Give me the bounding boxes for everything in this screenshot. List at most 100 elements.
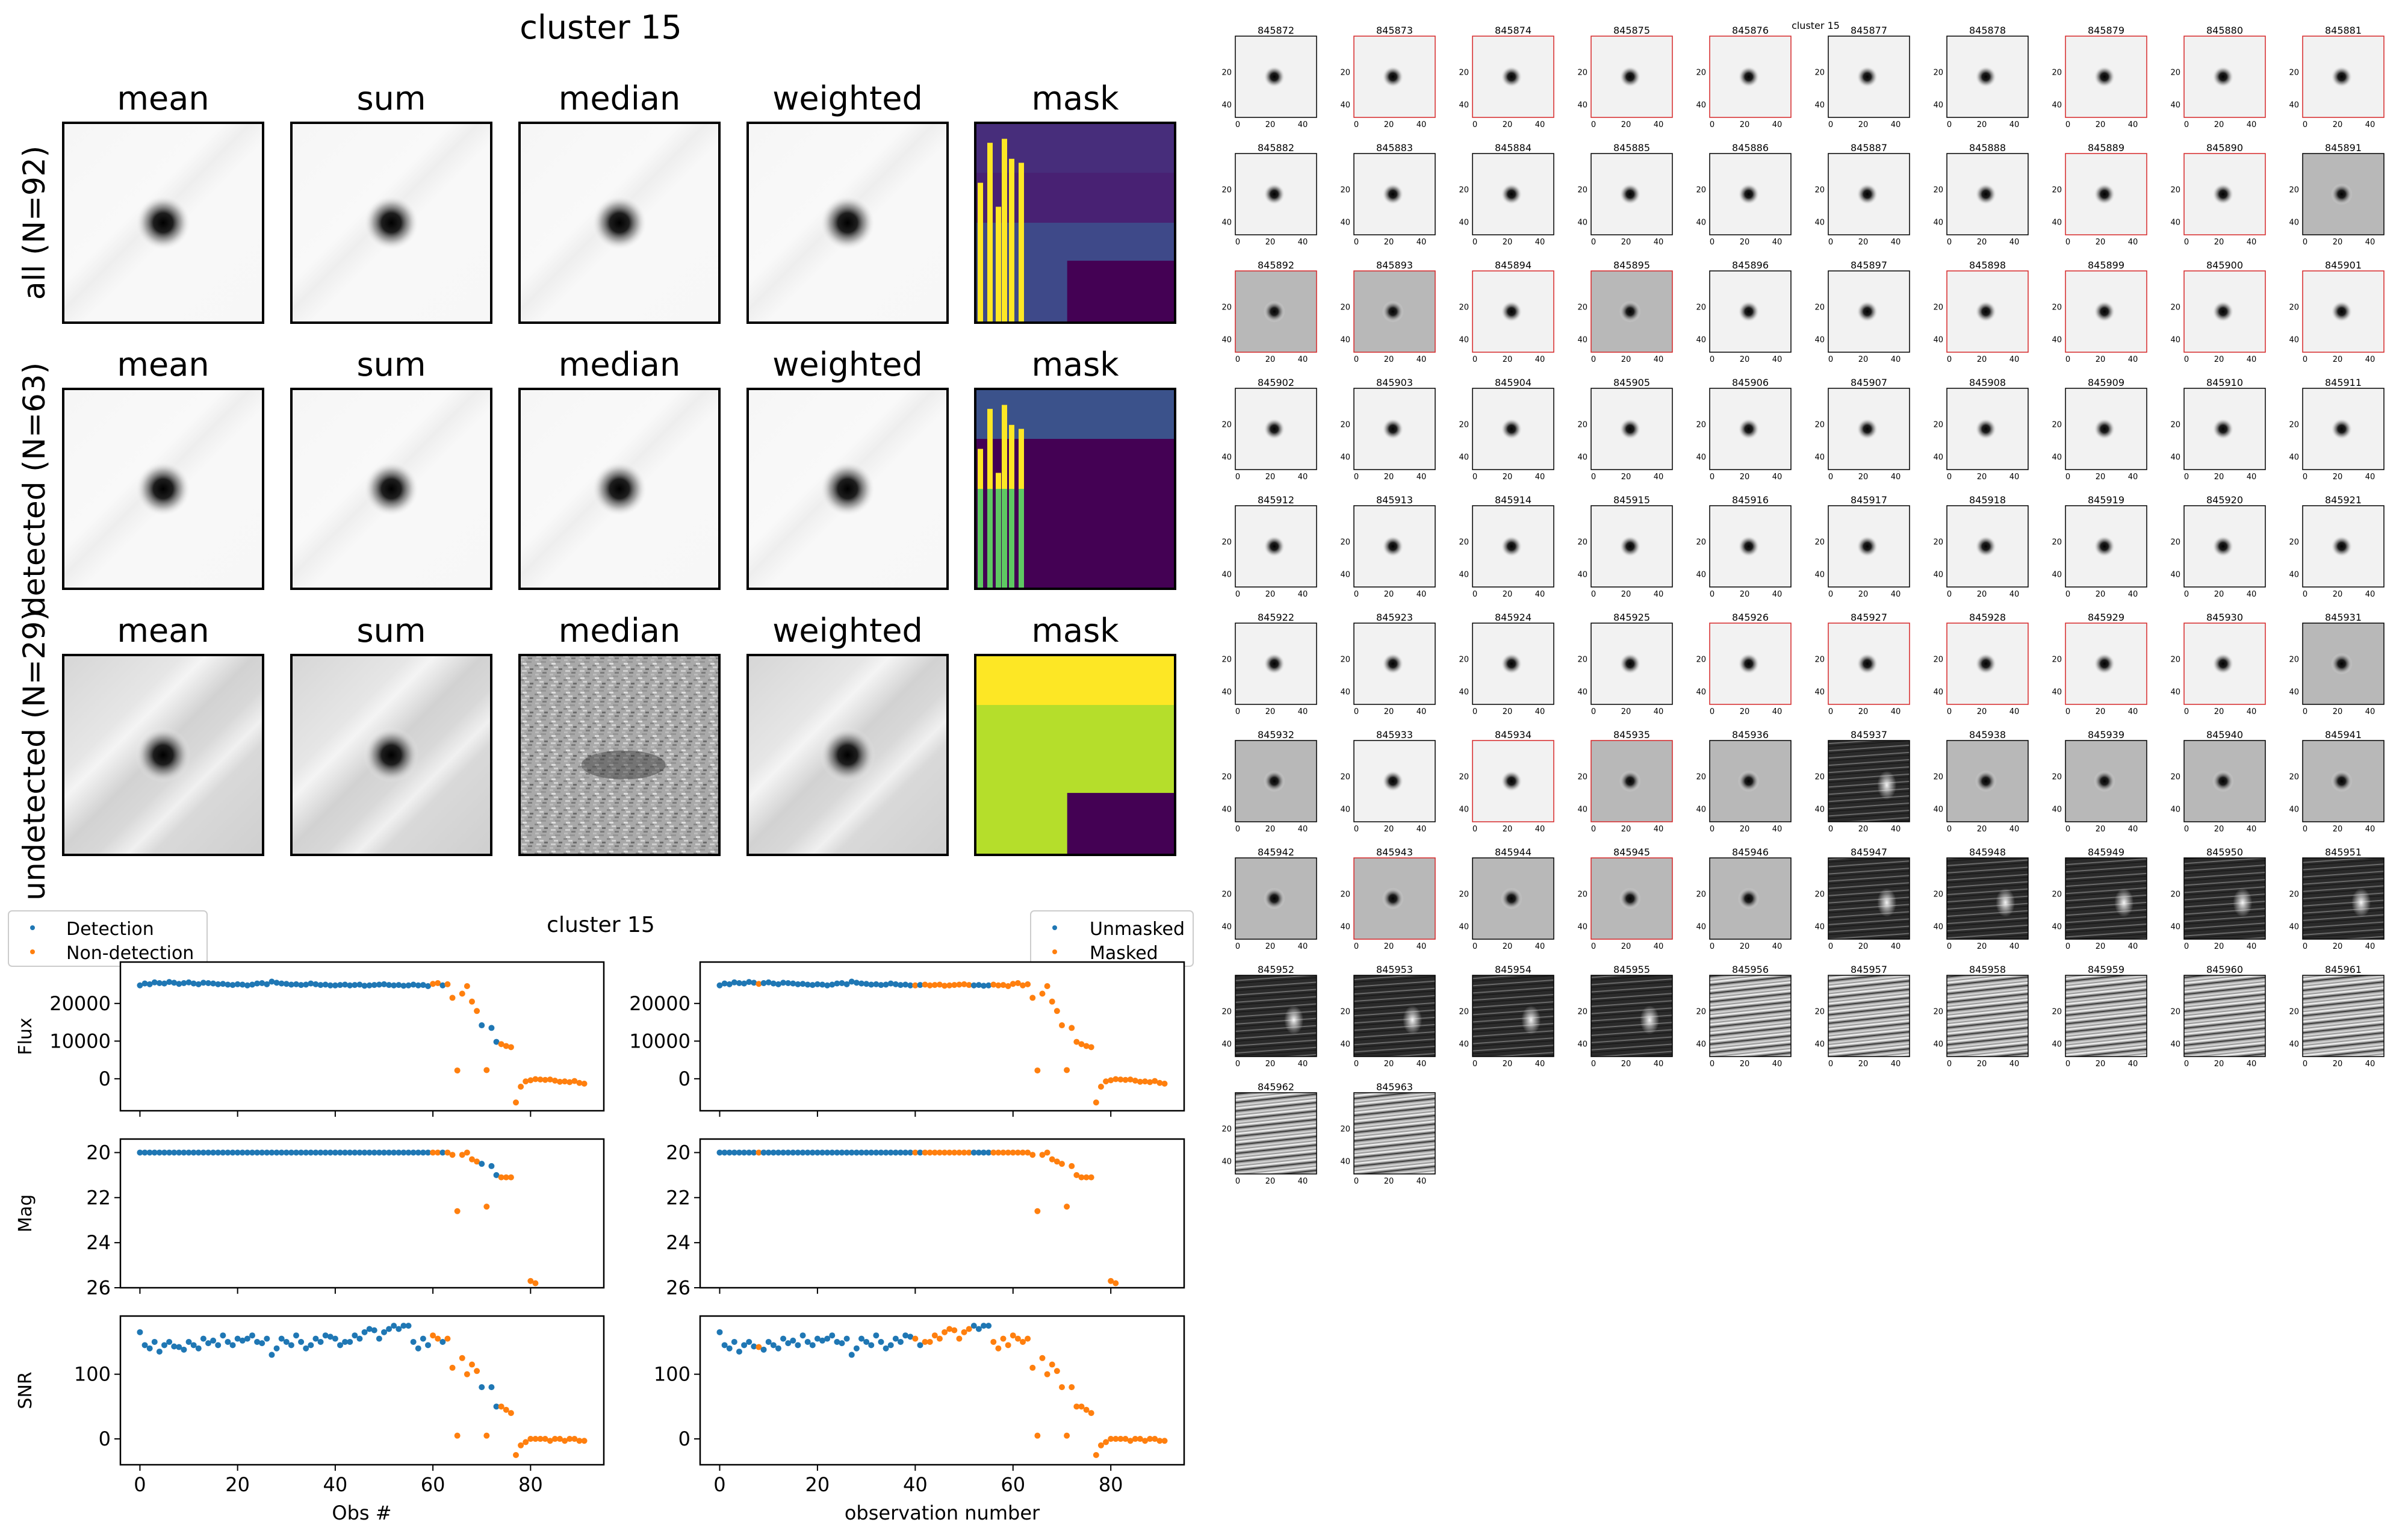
thumbnail-blob bbox=[1877, 771, 1896, 799]
thumbnail-845953: 84595320400 20 40 bbox=[1340, 964, 1435, 1069]
data-point bbox=[318, 1339, 324, 1345]
stack-column-title: median bbox=[559, 612, 680, 650]
thumbnail-x-tick: 40 bbox=[1298, 1060, 1308, 1069]
thumbnail-x-tick: 40 bbox=[2365, 355, 2375, 364]
lc-panel-flux-mask: 20000100000 bbox=[629, 962, 1184, 1117]
thumbnail-845947: 84594720400 20 40 bbox=[1814, 846, 1910, 951]
data-point bbox=[1162, 1438, 1168, 1444]
data-point bbox=[844, 1336, 850, 1342]
thumbnail-x-tick: 20 bbox=[2096, 707, 2106, 716]
data-point bbox=[1093, 1099, 1099, 1105]
data-point bbox=[376, 1336, 382, 1342]
mask-bar-lower bbox=[1019, 489, 1024, 589]
psf-source bbox=[592, 195, 647, 250]
data-point bbox=[1001, 1336, 1007, 1342]
data-point bbox=[956, 1336, 962, 1342]
thumbnail-source bbox=[1738, 418, 1760, 440]
data-point bbox=[508, 1044, 514, 1050]
thumbnail-x-tick: 0 bbox=[1828, 238, 1833, 247]
thumbnail-title: 845963 bbox=[1376, 1081, 1413, 1093]
thumbnail-y-tick: 40 bbox=[1814, 1040, 1825, 1049]
thumbnail-source bbox=[1382, 536, 1404, 557]
thumbnail-y-tick: 20 bbox=[2052, 538, 2062, 547]
thumbnail-y-tick: 20 bbox=[2170, 303, 2180, 312]
stack-column-title: mean bbox=[117, 346, 209, 383]
thumbnail-x-tick: 20 bbox=[1621, 473, 1631, 482]
thumbnail-source bbox=[1501, 66, 1522, 88]
thumbnail-source bbox=[2331, 536, 2353, 557]
thumbnail-title: 845876 bbox=[1732, 25, 1769, 36]
thumbnail-845928: 84592820400 20 40 bbox=[1933, 612, 2028, 716]
data-point bbox=[1049, 1362, 1055, 1368]
thumbnail-image bbox=[1354, 1093, 1435, 1174]
thumbnail-x-tick: 40 bbox=[2247, 355, 2257, 364]
thumbnail-y-tick: 40 bbox=[1577, 218, 1587, 227]
thumbnail-source bbox=[2331, 771, 2353, 792]
thumbnail-y-tick: 20 bbox=[1221, 185, 1232, 194]
thumbnail-source bbox=[2331, 184, 2353, 205]
thumbnail-y-tick: 20 bbox=[2289, 890, 2299, 899]
data-point bbox=[1162, 1081, 1168, 1087]
thumbnail-x-tick: 0 bbox=[1828, 120, 1833, 129]
thumbnail-y-tick: 40 bbox=[1696, 101, 1706, 110]
thumbnail-845906: 84590620400 20 40 bbox=[1696, 377, 1791, 482]
thumbnail-image bbox=[2303, 858, 2384, 939]
data-point bbox=[464, 983, 470, 989]
data-point bbox=[488, 1163, 494, 1169]
thumbnail-source bbox=[1619, 771, 1641, 792]
data-point bbox=[1059, 1161, 1065, 1167]
stack-panel-sum bbox=[291, 123, 491, 323]
data-point bbox=[196, 1346, 202, 1352]
thumbnail-845919: 84591920400 20 40 bbox=[2052, 494, 2147, 599]
thumbnail-y-tick: 40 bbox=[2170, 688, 2180, 697]
thumbnail-845926: 84592620400 20 40 bbox=[1696, 612, 1791, 716]
data-point bbox=[474, 1368, 480, 1374]
data-point bbox=[518, 1084, 524, 1090]
thumbnail-title: 845924 bbox=[1495, 612, 1531, 623]
thumbnail-image bbox=[1235, 1093, 1317, 1174]
thumbnail-y-tick: 40 bbox=[2170, 805, 2180, 814]
thumbnail-title: 845962 bbox=[1258, 1081, 1294, 1093]
thumbnail-x-tick: 40 bbox=[1535, 590, 1545, 599]
thumbnail-source bbox=[1382, 418, 1404, 440]
thumbnail-845924: 84592420400 20 40 bbox=[1459, 612, 1554, 716]
data-point bbox=[849, 1352, 855, 1358]
thumbnail-x-tick: 20 bbox=[2096, 942, 2106, 951]
thumbnail-x-tick: 0 bbox=[2303, 707, 2307, 716]
thumbnail-x-tick: 40 bbox=[1654, 707, 1664, 716]
thumbnail-x-tick: 0 bbox=[1354, 1060, 1359, 1069]
thumbnail-y-tick: 40 bbox=[1696, 335, 1706, 344]
thumbnail-y-tick: 20 bbox=[1459, 420, 1469, 429]
legend-marker bbox=[30, 949, 35, 954]
thumbnail-title: 845953 bbox=[1376, 964, 1413, 975]
data-point bbox=[152, 1339, 158, 1345]
thumbnail-x-tick: 20 bbox=[1265, 590, 1276, 599]
data-point bbox=[532, 1281, 538, 1287]
stack-column-title: weighted bbox=[772, 79, 923, 117]
thumbnail-title: 845949 bbox=[2088, 846, 2124, 858]
thumbnail-x-tick: 40 bbox=[1772, 707, 1783, 716]
thumbnail-y-tick: 20 bbox=[1933, 1007, 1943, 1016]
thumbnail-x-tick: 0 bbox=[2303, 942, 2307, 951]
thumbnail-x-tick: 0 bbox=[1472, 707, 1477, 716]
thumbnail-y-tick: 40 bbox=[2170, 922, 2180, 931]
data-point bbox=[731, 1339, 737, 1345]
thumbnail-title: 845911 bbox=[2325, 377, 2362, 388]
thumbnail-title: 845885 bbox=[1613, 142, 1650, 154]
stack-panel-weighted bbox=[748, 389, 948, 589]
thumbnail-source bbox=[1264, 888, 1285, 910]
thumbnail-845915: 84591520400 20 40 bbox=[1577, 494, 1672, 599]
thumbnail-source bbox=[1975, 536, 1997, 557]
thumbnail-x-tick: 40 bbox=[1654, 238, 1664, 247]
thumbnail-x-tick: 0 bbox=[2184, 707, 2189, 716]
thumbnail-x-tick: 20 bbox=[1977, 120, 1987, 129]
stack-column-title: mask bbox=[1031, 612, 1119, 650]
thumbnail-845927: 84592720400 20 40 bbox=[1814, 612, 1910, 716]
thumbnail-source bbox=[2212, 301, 2234, 323]
data-point bbox=[450, 995, 456, 1001]
stack-panel-mask bbox=[975, 655, 1175, 855]
thumbnail-y-tick: 20 bbox=[1340, 1007, 1350, 1016]
thumbnail-y-tick: 20 bbox=[1577, 1007, 1587, 1016]
thumbnail-image bbox=[1235, 975, 1317, 1057]
